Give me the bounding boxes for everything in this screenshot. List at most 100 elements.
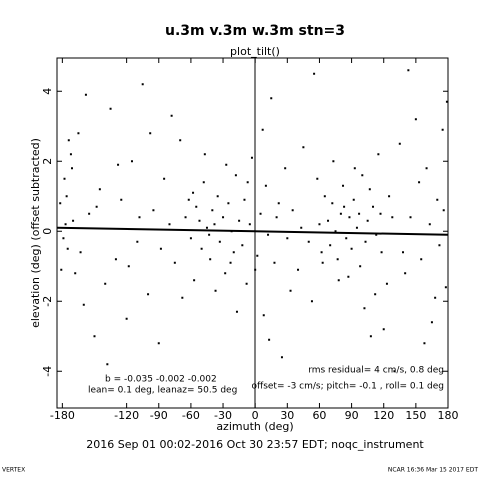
point (205, 226, 208, 229)
point (404, 272, 407, 275)
point (359, 265, 362, 268)
point (352, 198, 355, 201)
x-tick-label: 0 (252, 409, 259, 422)
point (409, 216, 412, 219)
point (348, 216, 351, 219)
point (203, 153, 206, 156)
point (321, 261, 324, 264)
point (209, 258, 212, 261)
point (77, 132, 80, 135)
point (189, 237, 192, 240)
point (213, 223, 216, 226)
annotation: rms residual= 4 cm/s, 0.8 deg (308, 366, 444, 376)
y-tick-label: 2 (41, 158, 54, 165)
point (402, 251, 405, 254)
point (64, 223, 67, 226)
point (428, 223, 431, 226)
plot-frame (56, 57, 449, 409)
point (310, 300, 313, 303)
point (224, 272, 227, 275)
annotation: offset= -3 cm/s; pitch= -0.1 , roll= 0.1… (251, 382, 444, 392)
point (259, 212, 262, 215)
x-tick-label: 150 (405, 409, 426, 422)
point (334, 230, 337, 233)
point (243, 198, 246, 201)
annotation: lean= 0.1 deg, leanaz= 50.5 deg (88, 386, 237, 396)
y-tick-label: -2 (41, 296, 54, 307)
point (181, 296, 184, 299)
point (425, 167, 428, 170)
point (173, 261, 176, 264)
point (179, 139, 182, 142)
y-tick-label: 0 (41, 228, 54, 235)
point (138, 216, 141, 219)
point (152, 209, 155, 212)
point (368, 188, 371, 191)
annotation: b = -0.035 -0.002 -0.002 (105, 375, 217, 385)
x-tick-label: 30 (280, 409, 294, 422)
point (74, 272, 77, 275)
point (350, 247, 353, 250)
point (65, 195, 68, 198)
point (125, 317, 128, 320)
point (104, 282, 107, 285)
point (214, 289, 217, 292)
point (358, 212, 361, 215)
point (93, 335, 96, 338)
point (262, 314, 265, 317)
caption: 2016 Sep 01 00:02-2016 Oct 30 23:57 EDT;… (86, 438, 424, 451)
point (391, 216, 394, 219)
point (369, 335, 372, 338)
point (379, 212, 382, 215)
point (445, 100, 448, 103)
point (423, 342, 426, 345)
point (211, 209, 214, 212)
point (280, 356, 283, 359)
point (284, 167, 287, 170)
point (353, 167, 356, 170)
point (147, 293, 150, 296)
point (347, 275, 350, 278)
point (63, 177, 66, 180)
point (62, 237, 65, 240)
point (342, 184, 345, 187)
point (393, 370, 396, 373)
x-tick-label: 90 (345, 409, 359, 422)
point (69, 153, 72, 156)
point (277, 202, 280, 205)
point (273, 261, 276, 264)
point (329, 244, 332, 247)
point (95, 205, 98, 208)
point (117, 163, 120, 166)
point (331, 202, 334, 205)
point (375, 233, 378, 236)
point (163, 177, 166, 180)
point (374, 293, 377, 296)
point (438, 244, 441, 247)
point (268, 338, 271, 341)
footer-right: NCAR 16:36 Mar 15 2017 EDT (388, 467, 478, 474)
chart-subtitle: plot_tilt() (230, 45, 280, 58)
point (398, 142, 401, 145)
point (372, 205, 375, 208)
point (157, 342, 160, 345)
point (261, 128, 264, 131)
point (198, 219, 201, 222)
point (363, 307, 366, 310)
point (355, 226, 358, 229)
point (88, 212, 91, 215)
point (316, 177, 319, 180)
point (127, 265, 130, 268)
point (420, 258, 423, 261)
point (82, 303, 85, 306)
footer-left: VERTEX (2, 467, 25, 474)
point (218, 240, 221, 243)
point (241, 244, 244, 247)
point (227, 202, 230, 205)
point (130, 160, 133, 163)
point (72, 219, 75, 222)
point (216, 195, 219, 198)
point (323, 195, 326, 198)
point (307, 240, 310, 243)
point (382, 328, 385, 331)
